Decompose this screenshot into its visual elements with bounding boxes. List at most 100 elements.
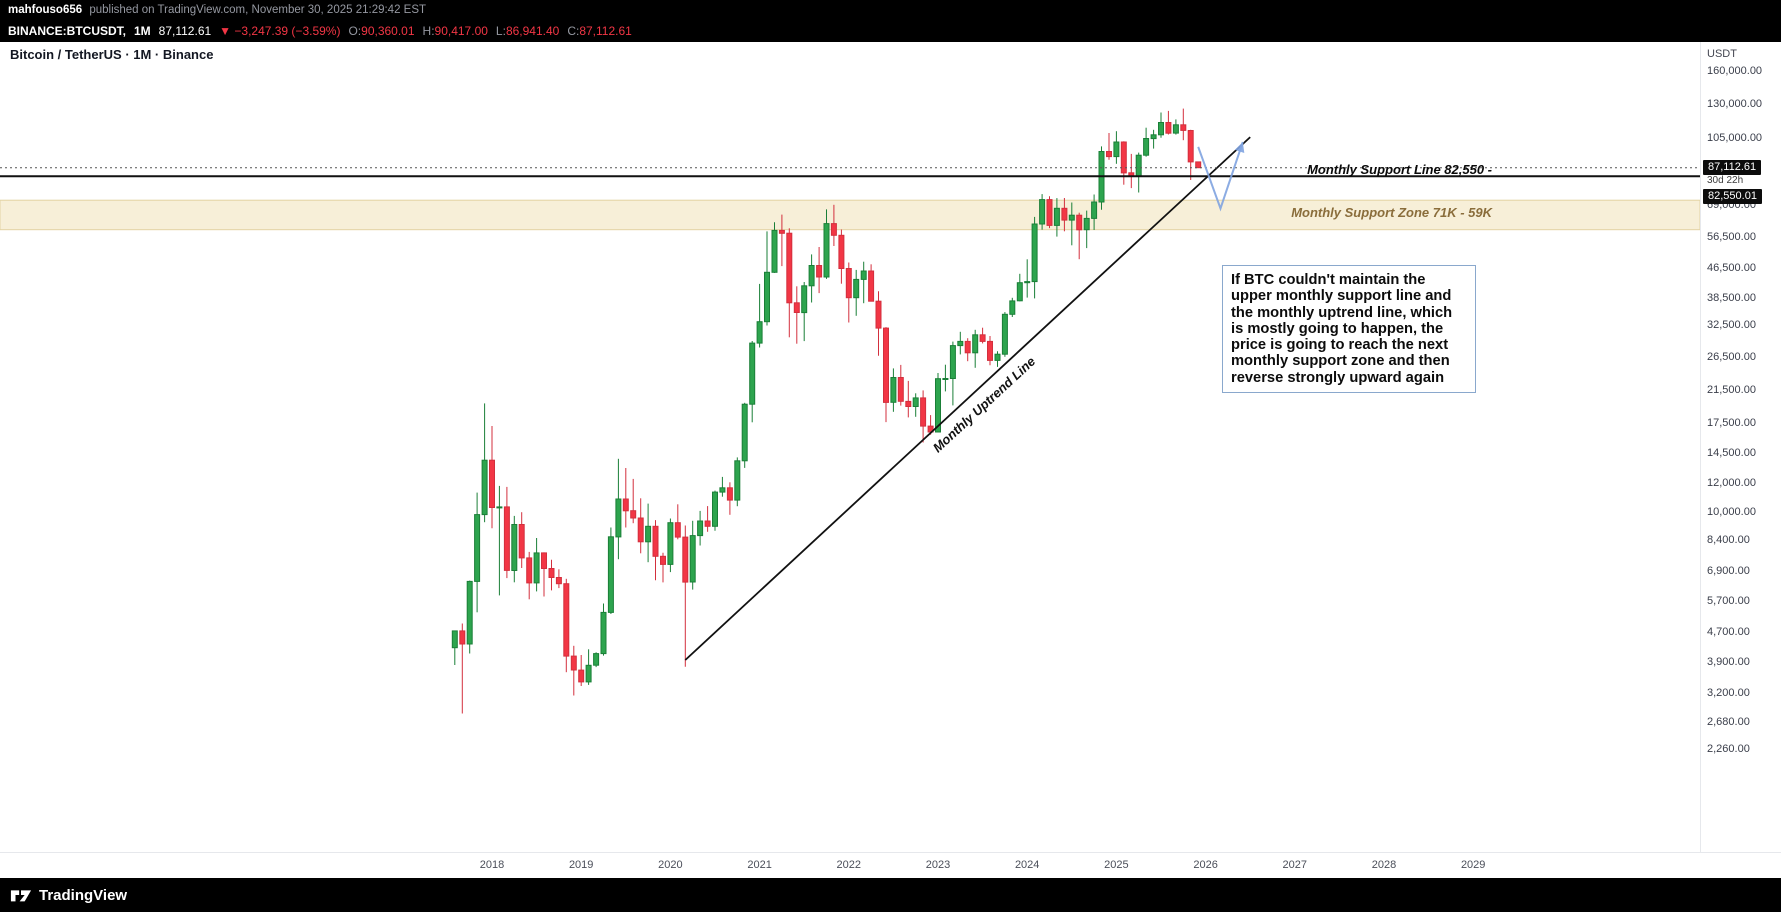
- candle-body: [1135, 154, 1142, 177]
- candle-body: [1113, 141, 1120, 158]
- candle-body: [1001, 313, 1008, 355]
- price-chart-canvas[interactable]: [0, 42, 1781, 852]
- candle-body: [481, 459, 488, 516]
- axis-currency-label: USDT: [1707, 48, 1737, 60]
- candle-body: [1024, 281, 1031, 284]
- candle-body: [890, 377, 897, 403]
- candle-body: [868, 270, 875, 302]
- candle-body: [875, 300, 882, 329]
- price-tick: 14,500.00: [1707, 446, 1756, 459]
- candle-body: [1031, 223, 1038, 283]
- candle-body: [897, 377, 904, 402]
- tradingview-logo-icon[interactable]: [10, 884, 32, 906]
- price-tick: 46,500.00: [1707, 261, 1756, 274]
- tradingview-wordmark[interactable]: TradingView: [39, 886, 128, 904]
- candle-body: [964, 340, 971, 354]
- ohlc-close: C:87,112.61: [567, 24, 632, 38]
- candle-body: [1091, 201, 1098, 219]
- candle-body: [920, 397, 927, 427]
- candle-body: [808, 265, 815, 287]
- candle-body: [1106, 151, 1112, 158]
- price-tick: 2,260.00: [1707, 742, 1750, 755]
- year-label: 2024: [1014, 859, 1040, 871]
- ohlc-low: L:86,941.40: [495, 24, 560, 38]
- candle-body: [689, 535, 696, 583]
- price-tick: 17,500.00: [1707, 417, 1756, 429]
- candle-body: [533, 552, 540, 584]
- year-label: 2025: [1104, 859, 1129, 871]
- candle-body: [578, 669, 585, 683]
- publisher-name: mahfouso656: [8, 4, 83, 16]
- candle-body: [987, 340, 993, 361]
- candle-body: [667, 522, 674, 565]
- price-tick: 5,700.00: [1707, 595, 1750, 608]
- candle-body: [660, 555, 666, 565]
- candle-body: [957, 340, 964, 347]
- symbol-info-bar: BINANCE:BTCUSDT, 1M 87,112.61 ▼ −3,247.3…: [0, 20, 1781, 42]
- price-tick: 21,500.00: [1707, 384, 1756, 397]
- candle-body: [1180, 124, 1187, 131]
- candle-body: [1068, 214, 1075, 221]
- candle-body: [593, 653, 600, 666]
- candle-body: [979, 334, 986, 342]
- year-label: 2021: [747, 859, 772, 871]
- year-label: 2026: [1193, 859, 1218, 871]
- support-line-label: Monthly Support Line 82,550 -: [1307, 162, 1492, 177]
- symbol-name: BINANCE:BTCUSDT,: [8, 24, 126, 38]
- price-axis[interactable]: USDT 87,112.61 30d 22h 82,550.01 160,000…: [1700, 42, 1781, 852]
- candle-body: [845, 268, 852, 299]
- monthly-support-zone: [0, 199, 1701, 231]
- candle-body: [526, 557, 533, 584]
- candle-body: [1120, 141, 1127, 174]
- candle-body: [1016, 282, 1023, 302]
- year-label: 2023: [925, 859, 951, 871]
- candle-body: [860, 270, 867, 280]
- candle-body: [459, 630, 466, 645]
- price-tick: 6,900.00: [1707, 565, 1750, 577]
- candle-body: [778, 229, 785, 234]
- candle-body: [630, 510, 637, 519]
- price-tick: 8,400.00: [1707, 533, 1750, 546]
- price-tick: 4,700.00: [1707, 626, 1750, 639]
- price-tick: 130,000.00: [1707, 98, 1763, 110]
- candle-body: [935, 378, 941, 433]
- candle-body: [496, 506, 503, 509]
- publish-details: published on TradingView.com, November 3…: [89, 4, 427, 16]
- candle-body: [622, 498, 629, 512]
- candle-body: [704, 520, 711, 527]
- candle-body: [518, 524, 525, 559]
- candle-body: [600, 611, 607, 655]
- candle-body: [607, 536, 614, 613]
- last-price: 87,112.61: [158, 24, 212, 38]
- candle-body: [756, 321, 763, 344]
- candle-body: [563, 583, 570, 657]
- price-tick: 10,000.00: [1707, 506, 1756, 518]
- candle-body: [830, 223, 837, 236]
- projection-arrow[interactable]: [1197, 141, 1244, 212]
- candle-body: [1076, 214, 1083, 231]
- candle-body: [645, 525, 652, 543]
- chart-area: Bitcoin / TetherUS · 1M · Binance Monthl…: [0, 42, 1781, 878]
- candle-body: [801, 285, 808, 314]
- candle-body: [451, 630, 458, 649]
- ohlc-open: O:90,360.01: [348, 24, 415, 38]
- candle-body: [697, 520, 704, 537]
- price-tick: 3,900.00: [1707, 655, 1750, 668]
- time-axis[interactable]: 2018 2019 2020 2021 2022 2023 2024 2025 2026 2027…: [0, 852, 1781, 878]
- year-label: 2029: [1460, 859, 1486, 871]
- year-label: 2022: [836, 859, 862, 871]
- year-label: 2020: [658, 859, 683, 871]
- candle-body: [853, 278, 860, 299]
- candle-body: [489, 459, 495, 509]
- price-tick: 26,500.00: [1707, 351, 1756, 363]
- monthly-uptrend-line[interactable]: [684, 136, 1251, 661]
- candle-body: [1150, 134, 1157, 140]
- candle-body: [883, 327, 889, 403]
- candle-body: [1046, 199, 1053, 226]
- candle-body: [1083, 217, 1090, 231]
- candle-body: [942, 378, 949, 380]
- price-tick: 3,200.00: [1707, 687, 1750, 700]
- candle-body: [816, 265, 823, 278]
- candle-body: [466, 580, 473, 645]
- publish-info-bar: mahfouso656 published on TradingView.com…: [0, 0, 1781, 20]
